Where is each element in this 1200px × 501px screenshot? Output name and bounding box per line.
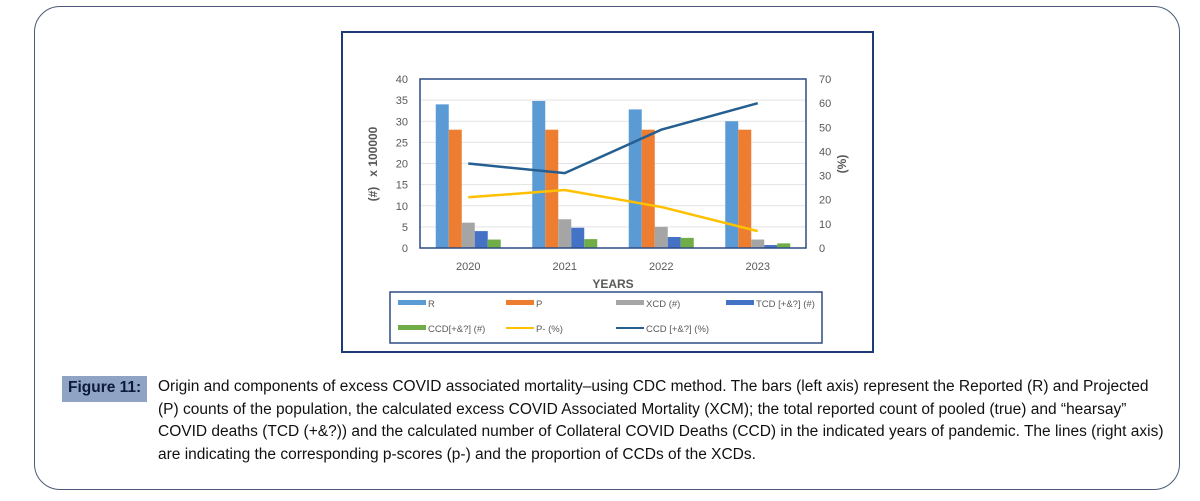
plot-area-border: [419, 78, 807, 249]
bar-xcd-2022: [654, 226, 668, 248]
legend-label: R: [428, 299, 435, 310]
y-axis-label: (#) x 100000: [366, 126, 380, 201]
x-axis-label: YEARS: [592, 277, 633, 291]
bar-ccd-2020: [487, 239, 501, 248]
bars: [435, 100, 791, 248]
bar-r-2021: [532, 100, 546, 248]
legend-label: CCD [+&?] (%): [646, 324, 709, 335]
bar-tcd-2021: [571, 227, 585, 248]
y-tick-label: 5: [402, 222, 408, 234]
bar-tcd-2022: [667, 237, 681, 248]
bar-p-2021: [545, 129, 559, 248]
bar-xcd-2023: [751, 239, 765, 248]
bar-xcd-2020: [461, 222, 475, 248]
y2-axis-label: (%): [835, 155, 849, 174]
right-axis-ticks: 0 10 20 30 40 50 60 70: [819, 74, 831, 255]
x-tick-label: 2022: [649, 261, 673, 273]
bar-r-2022: [628, 109, 642, 248]
y-tick-label: 20: [396, 159, 408, 171]
caption-text: Origin and components of excess COVID as…: [158, 378, 1164, 463]
bar-ccd-2021: [584, 239, 598, 248]
line-ccd: [468, 101, 759, 175]
bar-ccd-2023: [777, 243, 791, 248]
legend-label: P: [536, 299, 542, 310]
bar-ccd-2022: [680, 237, 694, 248]
legend-label: P- (%): [536, 324, 563, 335]
y2-tick-label: 0: [819, 243, 825, 255]
bar-r-2023: [725, 121, 739, 248]
y2-tick-label: 60: [819, 98, 831, 110]
y2-tick-label: 20: [819, 195, 831, 207]
x-tick-label: 2021: [553, 261, 577, 273]
y2-tick-label: 40: [819, 146, 831, 158]
bar-tcd-2020: [474, 231, 488, 248]
y2-tick-label: 50: [819, 122, 831, 134]
x-tick-label: 2023: [746, 261, 770, 273]
legend-swatch: [726, 300, 754, 305]
legend-swatch: [398, 325, 426, 330]
legend-swatch: [506, 300, 534, 305]
legend-swatch: [398, 300, 426, 305]
lines: [468, 101, 759, 233]
figure-label: Figure 11:: [62, 376, 148, 402]
y-tick-label: 35: [396, 95, 408, 107]
bar-p-2023: [738, 129, 752, 248]
legend-label: CCD[+&?] (#): [428, 324, 485, 335]
y2-tick-label: 10: [819, 219, 831, 231]
bar-p-2022: [641, 129, 655, 248]
line-p: [468, 188, 759, 233]
bar-p-2020: [448, 129, 462, 248]
figure-container: [34, 6, 1180, 490]
y-tick-label: 25: [396, 137, 408, 149]
y2-tick-label: 30: [819, 171, 831, 183]
y2-tick-label: 70: [819, 74, 831, 86]
x-tick-label: 2020: [456, 261, 480, 273]
legend-label: XCD (#): [646, 299, 680, 310]
left-axis-ticks: 0 5 10 15 20 25 30 35 40: [396, 74, 408, 255]
bar-tcd-2023: [764, 245, 778, 248]
legend-label: TCD [+&?] (#): [756, 299, 815, 310]
bar-xcd-2021: [558, 219, 572, 248]
y-tick-label: 40: [396, 74, 408, 86]
y-tick-label: 0: [402, 243, 408, 255]
y-tick-label: 15: [396, 180, 408, 192]
x-axis-ticks: 2020 2021 2022 2023: [456, 261, 770, 273]
legend: R P XCD (#) TCD [+&?] (#) CCD[+&?] (#) P- (%)…: [398, 299, 815, 335]
legend-swatch: [616, 300, 644, 305]
bar-r-2020: [435, 104, 449, 248]
y-tick-label: 10: [396, 201, 408, 213]
y-tick-label: 30: [396, 116, 408, 128]
